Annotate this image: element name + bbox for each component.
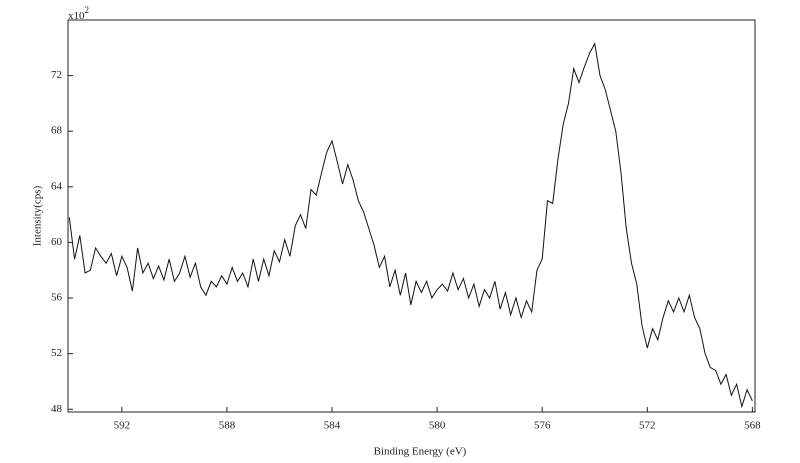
y-multiplier-exponent: 2 <box>85 5 90 15</box>
x-tick-label: 588 <box>219 420 236 432</box>
y-multiplier-base: x10 <box>68 10 85 22</box>
y-tick-label: 56 <box>51 292 63 304</box>
plot-frame <box>67 19 756 413</box>
x-tick-label: 584 <box>324 420 341 432</box>
x-axis-label: Binding Energy (eV) <box>374 446 467 458</box>
x-tick-label: 572 <box>639 420 656 432</box>
x-tick-label: 592 <box>114 420 131 432</box>
y-tick-label: 64 <box>51 180 63 192</box>
y-tick-label: 72 <box>51 69 62 81</box>
y-axis-label: Intensity(cps) <box>32 185 44 246</box>
y-multiplier: x102 <box>68 5 89 21</box>
y-tick-label: 48 <box>51 403 63 415</box>
spectrum-line <box>68 42 753 409</box>
y-tick-label: 52 <box>51 347 62 359</box>
y-tick-label: 68 <box>51 125 63 137</box>
x-tick-label: 568 <box>744 420 761 432</box>
x-tick-label: 580 <box>429 420 446 432</box>
x-tick-label: 576 <box>534 420 551 432</box>
y-tick-label: 60 <box>51 236 63 248</box>
